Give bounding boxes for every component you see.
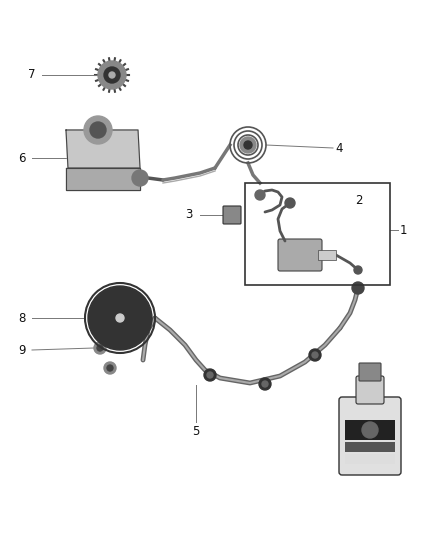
Text: 9: 9 [18,343,25,357]
FancyBboxPatch shape [278,239,322,271]
Bar [345,454,395,464]
Text: 6: 6 [18,151,25,165]
Bar [345,420,395,440]
Circle shape [108,306,132,330]
Circle shape [107,365,113,371]
Bar [245,183,390,285]
Circle shape [132,170,148,186]
Text: 3: 3 [185,208,192,222]
Circle shape [94,342,106,354]
Text: 7: 7 [28,69,35,82]
Text: 5: 5 [192,425,200,438]
Circle shape [262,381,268,387]
Text: 4: 4 [335,141,343,155]
Text: 2: 2 [355,193,363,206]
Circle shape [88,286,152,350]
FancyBboxPatch shape [359,363,381,381]
Circle shape [100,298,140,338]
Circle shape [244,141,252,149]
Circle shape [354,266,362,274]
Polygon shape [66,130,140,168]
Circle shape [255,190,265,200]
Circle shape [97,345,103,351]
Circle shape [90,122,106,138]
Text: 8: 8 [18,311,25,325]
Circle shape [309,349,321,361]
Polygon shape [66,168,140,190]
Text: 1: 1 [400,223,407,237]
Circle shape [98,61,126,89]
Circle shape [312,352,318,358]
Circle shape [259,378,271,390]
Circle shape [84,116,112,144]
Circle shape [104,302,136,334]
FancyBboxPatch shape [223,206,241,224]
Circle shape [104,67,120,83]
Circle shape [352,282,364,294]
Circle shape [362,422,378,438]
Circle shape [104,362,116,374]
Circle shape [96,294,144,342]
Bar [345,442,395,452]
Circle shape [240,137,256,153]
Circle shape [109,72,115,78]
Circle shape [204,369,216,381]
Circle shape [112,310,128,326]
Text: 10: 10 [363,384,378,397]
FancyBboxPatch shape [356,376,384,404]
Circle shape [207,372,213,378]
Circle shape [116,314,124,322]
Circle shape [285,198,295,208]
FancyBboxPatch shape [339,397,401,475]
Circle shape [92,290,148,346]
Bar [318,250,336,260]
